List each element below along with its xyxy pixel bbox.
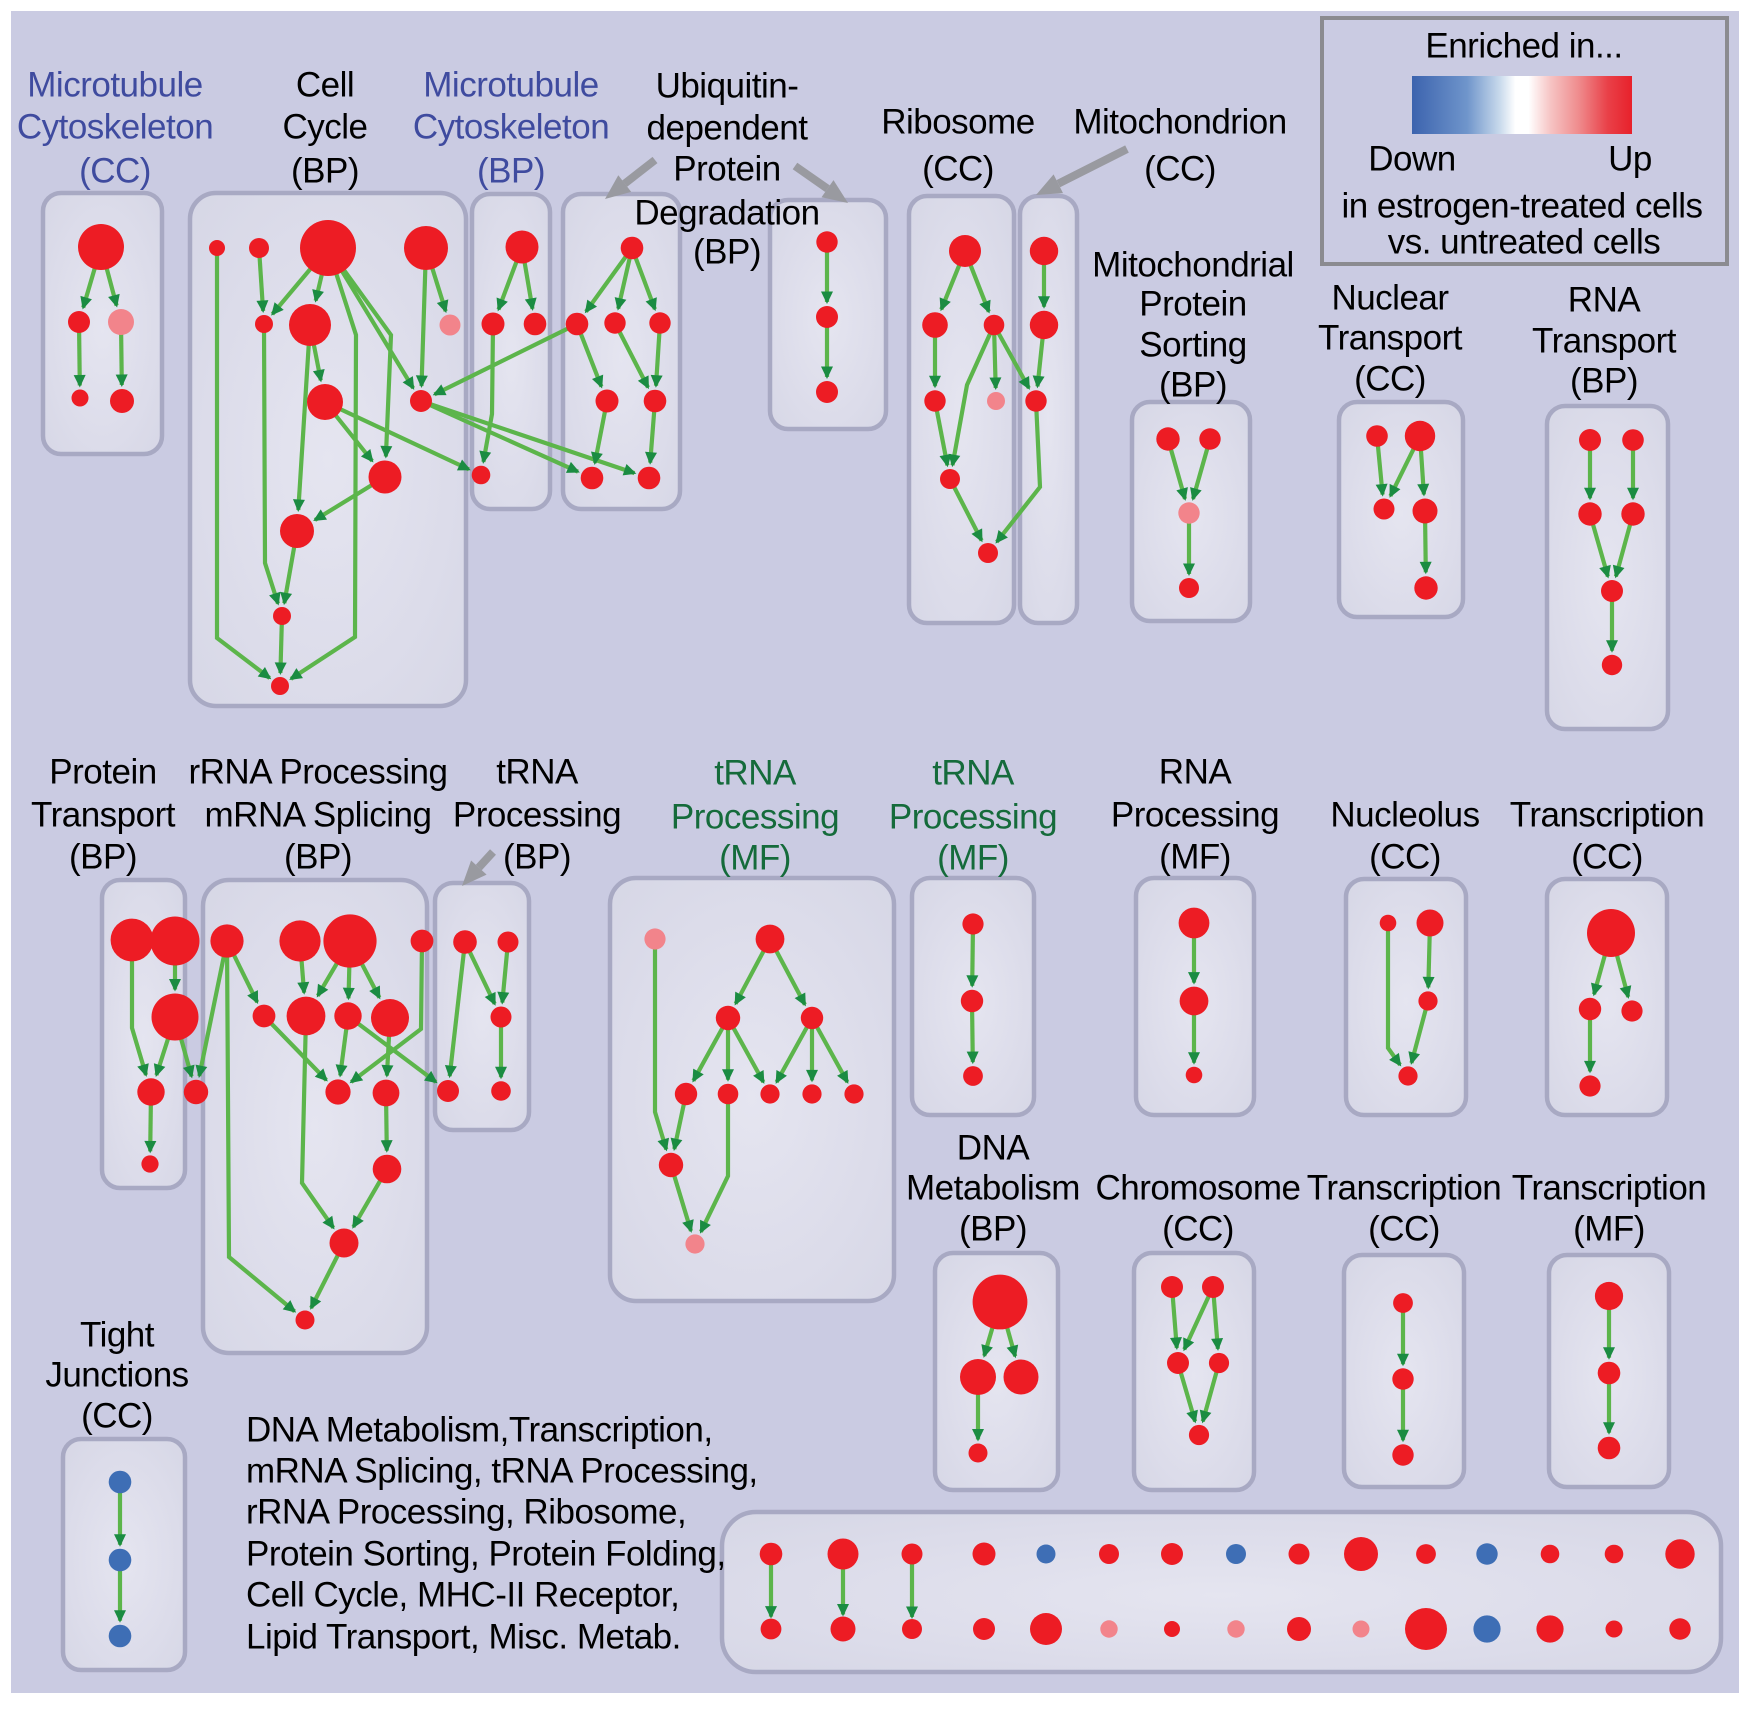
svg-text:(CC): (CC) <box>1369 838 1441 877</box>
svg-text:tRNA: tRNA <box>714 754 797 793</box>
svg-text:Processing: Processing <box>889 798 1057 837</box>
svg-text:RNA: RNA <box>1568 281 1642 320</box>
svg-text:tRNA: tRNA <box>932 754 1015 793</box>
svg-text:Down: Down <box>1368 140 1455 179</box>
svg-text:Metabolism: Metabolism <box>906 1169 1080 1208</box>
svg-text:Processing: Processing <box>1111 796 1279 835</box>
svg-text:Nuclear: Nuclear <box>1331 279 1449 318</box>
svg-text:(BP): (BP) <box>69 838 137 877</box>
svg-text:Lipid Transport, Misc. Metab.: Lipid Transport, Misc. Metab. <box>246 1618 681 1657</box>
svg-text:Cycle: Cycle <box>282 108 367 147</box>
svg-text:Mitochondrion: Mitochondrion <box>1073 103 1286 142</box>
svg-text:Degradation: Degradation <box>634 194 819 233</box>
svg-text:Cytoskeleton: Cytoskeleton <box>413 108 609 147</box>
svg-text:mRNA Splicing: mRNA Splicing <box>205 796 432 835</box>
svg-text:Transcription: Transcription <box>1510 796 1705 835</box>
svg-text:(BP): (BP) <box>959 1210 1027 1249</box>
svg-text:Ubiquitin-: Ubiquitin- <box>656 67 799 106</box>
svg-text:rRNA Processing: rRNA Processing <box>189 753 448 792</box>
svg-text:in estrogen-treated cells: in estrogen-treated cells <box>1341 187 1702 226</box>
svg-text:Sorting: Sorting <box>1139 326 1246 365</box>
svg-text:dependent: dependent <box>647 109 809 148</box>
svg-text:(BP): (BP) <box>477 152 545 191</box>
svg-text:(MF): (MF) <box>937 839 1009 878</box>
svg-text:Ribosome: Ribosome <box>881 103 1035 142</box>
svg-text:Protein: Protein <box>673 150 780 189</box>
svg-text:Tight: Tight <box>80 1316 155 1355</box>
svg-text:Chromosome: Chromosome <box>1095 1169 1300 1208</box>
svg-text:Junctions: Junctions <box>45 1356 188 1395</box>
svg-text:Cell: Cell <box>296 66 354 105</box>
svg-text:Transcription: Transcription <box>1512 1169 1707 1208</box>
svg-text:(MF): (MF) <box>719 839 791 878</box>
svg-text:Transport: Transport <box>1318 319 1463 358</box>
svg-text:(BP): (BP) <box>1570 362 1638 401</box>
svg-text:DNA: DNA <box>957 1129 1031 1168</box>
svg-text:DNA Metabolism,Transcription,: DNA Metabolism,Transcription, <box>246 1411 713 1450</box>
svg-text:(CC): (CC) <box>1162 1210 1234 1249</box>
svg-text:(CC): (CC) <box>1571 838 1643 877</box>
svg-text:(CC): (CC) <box>1144 150 1216 189</box>
svg-text:(CC): (CC) <box>1368 1210 1440 1249</box>
svg-text:mRNA Splicing, tRNA Processing: mRNA Splicing, tRNA Processing, <box>246 1452 758 1491</box>
svg-text:rRNA Processing, Ribosome,: rRNA Processing, Ribosome, <box>246 1493 686 1532</box>
svg-text:Transcription: Transcription <box>1307 1169 1502 1208</box>
svg-text:Microtubule: Microtubule <box>27 66 202 105</box>
svg-text:(BP): (BP) <box>284 838 352 877</box>
svg-text:(MF): (MF) <box>1159 838 1231 877</box>
svg-text:Nucleolus: Nucleolus <box>1330 796 1479 835</box>
svg-text:Processing: Processing <box>671 798 839 837</box>
svg-text:(BP): (BP) <box>1159 366 1227 405</box>
svg-text:(BP): (BP) <box>693 233 761 272</box>
svg-text:(CC): (CC) <box>81 1397 153 1436</box>
svg-text:(CC): (CC) <box>79 152 151 191</box>
svg-text:Protein: Protein <box>1139 285 1246 324</box>
svg-text:(BP): (BP) <box>503 838 571 877</box>
svg-text:Cell Cycle, MHC-II Receptor,: Cell Cycle, MHC-II Receptor, <box>246 1576 679 1615</box>
svg-text:vs. untreated cells: vs. untreated cells <box>1388 223 1661 262</box>
svg-text:(BP): (BP) <box>291 152 359 191</box>
svg-text:Transport: Transport <box>31 796 176 835</box>
svg-text:Transport: Transport <box>1532 322 1677 361</box>
svg-text:Microtubule: Microtubule <box>423 66 598 105</box>
svg-text:Cytoskeleton: Cytoskeleton <box>17 108 213 147</box>
svg-text:(CC): (CC) <box>922 150 994 189</box>
svg-text:Enriched in...: Enriched in... <box>1425 27 1622 66</box>
svg-text:RNA: RNA <box>1159 753 1233 792</box>
svg-text:Protein Sorting, Protein Foldi: Protein Sorting, Protein Folding, <box>246 1535 726 1574</box>
svg-text:Up: Up <box>1608 140 1652 179</box>
svg-text:(MF): (MF) <box>1573 1210 1645 1249</box>
svg-text:(CC): (CC) <box>1354 360 1426 399</box>
svg-text:Protein: Protein <box>49 753 156 792</box>
svg-text:Mitochondrial: Mitochondrial <box>1092 246 1294 285</box>
svg-text:Processing: Processing <box>453 796 621 835</box>
svg-text:tRNA: tRNA <box>496 753 579 792</box>
